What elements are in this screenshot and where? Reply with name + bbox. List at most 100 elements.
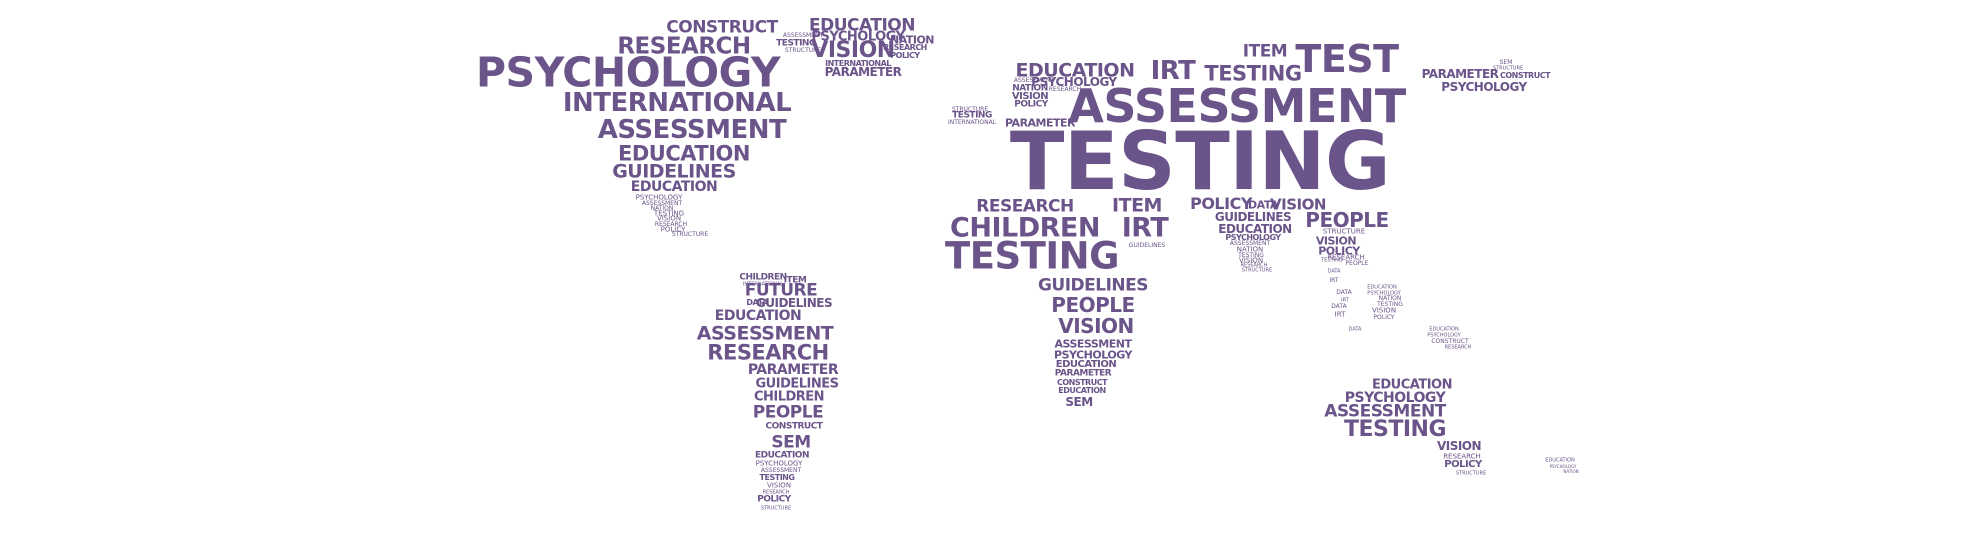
cloud-word: INTERNATIONAL bbox=[825, 59, 891, 68]
cloud-word: IRT bbox=[1341, 297, 1349, 304]
cloud-word: EDUCATION bbox=[630, 179, 718, 195]
cloud-word: ITEM bbox=[1112, 194, 1162, 217]
cloud-word: STRUCTURE bbox=[784, 47, 822, 54]
cloud-word: PSYCHOLOGY bbox=[1031, 75, 1117, 89]
cloud-word: TESTING bbox=[944, 234, 1120, 278]
cloud-word: CONSTRUCT bbox=[1056, 378, 1108, 387]
cloud-word: EDUCATION bbox=[1055, 359, 1117, 370]
cloud-word: STRUCTURE bbox=[760, 505, 792, 512]
cloud-word: EDUCATION bbox=[809, 15, 915, 36]
cloud-word: RESEARCH bbox=[707, 340, 829, 365]
cloud-word: GUIDELINES bbox=[1128, 242, 1166, 249]
cloud-word: ASSESSMENT bbox=[1229, 240, 1271, 247]
cloud-word: NATION bbox=[1236, 245, 1264, 254]
cloud-word: POLICY bbox=[660, 225, 686, 234]
cloud-word: EDUCATION bbox=[714, 308, 802, 324]
cloud-word: PSYCHOLOGY bbox=[635, 193, 683, 202]
cloud-word: CONSTRUCT bbox=[666, 17, 778, 38]
cloud-word: RESEARCH bbox=[654, 221, 688, 228]
cloud-word: PSYCHOLOGY bbox=[811, 29, 905, 45]
cloud-word: IRT bbox=[1334, 310, 1346, 319]
cloud-word: RESEARCH bbox=[617, 33, 751, 60]
cloud-word: VISION bbox=[1238, 256, 1264, 265]
cloud-word: PARAMETER bbox=[824, 65, 902, 79]
cloud-word: STRUCTURE bbox=[1492, 65, 1524, 72]
cloud-word: ITEM bbox=[1242, 41, 1288, 62]
cloud-word: STRUCTURE bbox=[1455, 470, 1487, 477]
cloud-word: VISION bbox=[1058, 314, 1134, 338]
cloud-word: PEOPLE bbox=[1051, 293, 1135, 317]
cloud-word: CONSTRUCT bbox=[1431, 338, 1469, 345]
cloud-word: PARAMETER bbox=[1421, 67, 1499, 81]
cloud-word: CHILDREN bbox=[753, 389, 825, 405]
cloud-word: SEM bbox=[1065, 395, 1093, 409]
cloud-word: TESTING bbox=[1343, 417, 1447, 442]
cloud-word: TESTING bbox=[759, 473, 795, 482]
cloud-word: EDUCATION bbox=[618, 141, 750, 166]
cloud-word: ASSESSMENT bbox=[641, 200, 683, 207]
cloud-word: NATION bbox=[1012, 83, 1048, 94]
cloud-word: GUIDELINES bbox=[1037, 275, 1149, 296]
cloud-word: NATION bbox=[1378, 295, 1402, 302]
cloud-word: GUIDELINES bbox=[755, 296, 833, 310]
cloud-word: VISION bbox=[1371, 306, 1397, 315]
cloud-word: ASSESSMENT bbox=[597, 115, 787, 145]
cloud-word: POLICY bbox=[1014, 99, 1048, 110]
cloud-word: PSYCHOLOGY bbox=[1054, 348, 1132, 362]
cloud-word: PEOPLE bbox=[752, 402, 824, 423]
cloud-word: TESTING bbox=[1377, 301, 1403, 308]
cloud-word: EDUCATION bbox=[1429, 326, 1459, 333]
cloud-word: CHILDREN bbox=[950, 212, 1100, 244]
cloud-word: DATA bbox=[746, 298, 768, 307]
cloud-word: IRT bbox=[1329, 277, 1339, 284]
cloud-word: RESEARCH bbox=[883, 43, 927, 52]
cloud-word: DATA bbox=[1348, 326, 1362, 333]
cloud-word: INTERNATIONAL bbox=[947, 119, 997, 126]
cloud-word: DATA bbox=[1331, 303, 1347, 310]
cloud-word: NATION bbox=[889, 33, 935, 47]
cloud-word: ASSESSMENT bbox=[782, 32, 824, 39]
cloud-word: VISION bbox=[656, 214, 682, 223]
cloud-word: EDUCATION bbox=[1218, 222, 1292, 236]
cloud-word: CHILDREN bbox=[739, 272, 787, 283]
cloud-word: STRUCTURE bbox=[1241, 267, 1273, 274]
cloud-word: PSYCHOLOGY bbox=[1549, 464, 1577, 469]
cloud-word: VISION bbox=[1436, 439, 1482, 453]
cloud-word: ITEM bbox=[783, 275, 807, 286]
cloud-word: VISION bbox=[1011, 91, 1049, 102]
cloud-word: INTERNATIONAL bbox=[562, 88, 792, 118]
cloud-word: CONSTRUCT bbox=[765, 421, 823, 432]
cloud-word: VISION bbox=[1270, 195, 1326, 214]
cloud-word: PSYCHOLOGY bbox=[755, 459, 803, 468]
cloud-word: FUTURE bbox=[744, 280, 818, 301]
cloud-word: PSYCHOLOGY bbox=[1225, 233, 1281, 242]
cloud-word: IRT bbox=[1150, 56, 1196, 86]
cloud-word: ASSESSMENT bbox=[1054, 337, 1132, 351]
cloud-word: STRUCTURE bbox=[951, 106, 989, 113]
cloud-word: POLICY bbox=[1190, 194, 1252, 213]
cloud-word: ASSESSMENT bbox=[696, 322, 834, 345]
cloud-word: VISION bbox=[811, 38, 895, 63]
cloud-word: VISION bbox=[766, 481, 792, 490]
cloud-word: TESTING bbox=[1238, 252, 1264, 259]
cloud-word: PARAMETER bbox=[747, 362, 839, 378]
cloud-word: EDUCATION bbox=[755, 450, 809, 461]
cloud-word: GUIDELINES bbox=[1214, 210, 1292, 224]
cloud-word: EDUCATION bbox=[1367, 284, 1397, 291]
cloud-word: ASSESSMENT bbox=[1013, 77, 1055, 84]
cloud-word: DATA bbox=[1336, 289, 1352, 296]
cloud-word: PSYCHOLOGY bbox=[1367, 290, 1401, 297]
cloud-word: DATA bbox=[1327, 268, 1341, 275]
cloud-word: PARAMETER bbox=[1005, 116, 1076, 130]
cloud-word: POLICY bbox=[1318, 244, 1360, 258]
cloud-word: GUIDELINES bbox=[755, 376, 839, 392]
cloud-word: EDUCATION bbox=[1058, 386, 1106, 395]
cloud-word: RESEARCH bbox=[1048, 86, 1082, 93]
cloud-word: PEOPLE bbox=[1305, 208, 1389, 232]
cloud-word: VISION bbox=[1315, 234, 1357, 248]
cloud-word: RESEARCH bbox=[1327, 253, 1365, 262]
cloud-word: SEM bbox=[1499, 59, 1513, 66]
cloud-word: PEOPLE bbox=[1345, 260, 1369, 267]
cloud-word: TEST bbox=[1295, 37, 1399, 81]
